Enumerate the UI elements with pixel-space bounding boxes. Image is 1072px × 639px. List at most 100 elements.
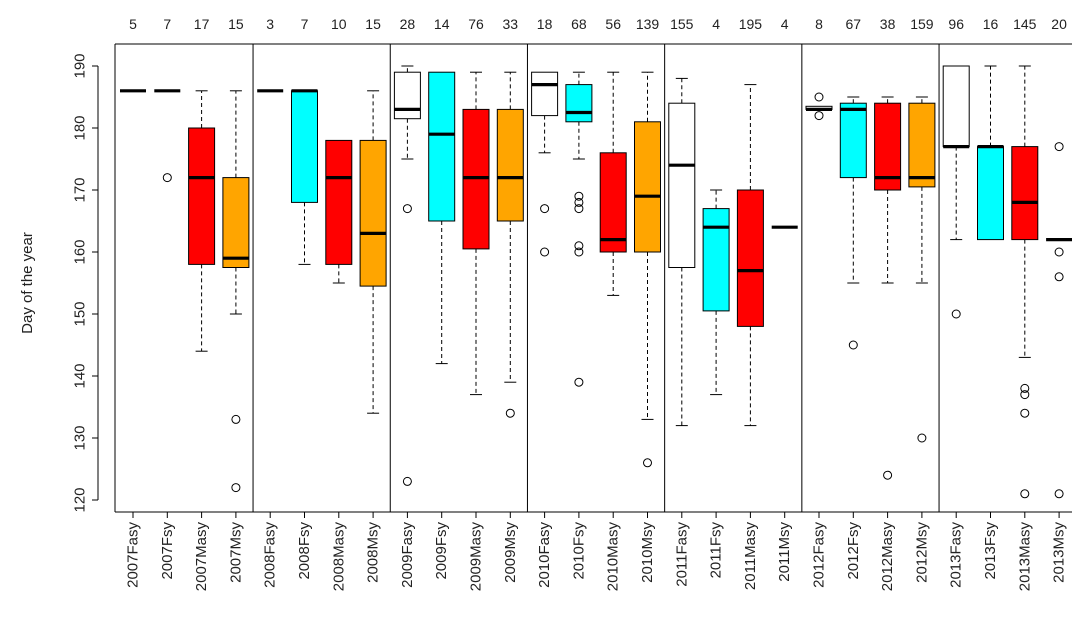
- outlier-point: [643, 458, 652, 468]
- box-iqr: [393, 71, 421, 120]
- y-tick-label: 120: [72, 487, 89, 512]
- count-label: 7: [163, 16, 171, 32]
- count-label: 20: [1051, 16, 1067, 32]
- box-2008Masy: [325, 139, 353, 284]
- box-iqr: [736, 189, 764, 327]
- box-2009Masy: [462, 71, 490, 396]
- outlier-point: [883, 470, 893, 480]
- box-2008Msy: [359, 90, 387, 414]
- category-label: 2011Fsy: [708, 522, 725, 579]
- category-label: 2013Fasy: [948, 522, 965, 588]
- y-tick-label: 140: [72, 363, 89, 388]
- count-label: 10: [331, 16, 347, 32]
- category-label: 2010Msy: [639, 522, 656, 583]
- category-label: 2007Masy: [193, 522, 210, 592]
- count-label: 18: [537, 16, 553, 32]
- count-label: 28: [400, 16, 416, 32]
- outlier-point: [848, 340, 858, 350]
- count-label: 96: [948, 16, 964, 32]
- y-tick-label: 130: [72, 425, 89, 450]
- box-2013Fasy: [942, 65, 970, 319]
- category-label: 2009Masy: [468, 522, 485, 592]
- count-label: 4: [712, 16, 720, 32]
- outlier-point: [814, 111, 824, 121]
- outlier-point: [574, 247, 584, 257]
- outlier-point: [1054, 489, 1064, 499]
- outlier-point: [814, 92, 824, 102]
- box-iqr: [977, 146, 1004, 241]
- box-2007Masy: [188, 90, 216, 352]
- category-label: 2012Masy: [879, 522, 896, 592]
- boxes: [120, 65, 1072, 499]
- y-tick-label: 160: [72, 239, 89, 264]
- box-iqr: [496, 108, 524, 222]
- box-2009Fsy: [428, 71, 456, 365]
- y-axis-title: Day of the year: [19, 232, 36, 334]
- count-labels: 5 7 17 15 3 7 10 15 28 14 76 33 18 68 56 139 155 4 195 4 8 67…: [129, 16, 1067, 32]
- category-label: 2010Fsy: [570, 522, 587, 580]
- category-label: 2013Msy: [1051, 522, 1068, 583]
- count-label: 17: [194, 16, 210, 32]
- box-2010Masy: [599, 71, 627, 296]
- category-label: 2009Fasy: [399, 522, 416, 588]
- box-2008Fsy: [291, 89, 318, 265]
- box-iqr: [908, 102, 936, 188]
- outlier-point: [540, 204, 550, 214]
- count-label: 33: [503, 16, 519, 32]
- count-label: 76: [468, 16, 484, 32]
- category-label: 2009Msy: [502, 522, 519, 583]
- year-dividers: [114, 43, 1072, 513]
- count-label: 14: [434, 16, 450, 32]
- box-2012Masy: [874, 96, 902, 480]
- count-label: 5: [129, 16, 137, 32]
- box-iqr: [531, 71, 559, 117]
- outlier-point: [574, 204, 584, 214]
- category-label: 2011Msy: [776, 522, 793, 582]
- count-label: 38: [880, 16, 896, 32]
- outlier-point: [402, 476, 412, 486]
- category-label: 2008Fasy: [262, 522, 279, 588]
- count-label: 8: [815, 16, 823, 32]
- outlier-point: [231, 414, 241, 424]
- count-label: 139: [636, 16, 660, 32]
- box-2012Fsy: [839, 96, 867, 350]
- y-axis: 120 130 140 150 160 170 180 190: [72, 53, 99, 513]
- category-label: 2009Fsy: [433, 522, 450, 580]
- count-label: 4: [781, 16, 789, 32]
- count-label: 7: [301, 16, 309, 32]
- count-label: 159: [910, 16, 934, 32]
- box-2013Msy: [1046, 142, 1072, 499]
- category-label: 2007Fasy: [125, 522, 142, 588]
- outlier-point: [505, 408, 515, 418]
- box-2013Masy: [1011, 65, 1039, 499]
- count-label: 68: [571, 16, 587, 32]
- count-label: 15: [365, 16, 381, 32]
- box-2012Fasy: [805, 92, 833, 121]
- count-label: 56: [605, 16, 621, 32]
- outlier-point: [231, 483, 241, 493]
- box-iqr: [1011, 146, 1039, 241]
- outlier-point: [1020, 489, 1030, 499]
- category-label: 2011Masy: [742, 522, 759, 591]
- box-2007Fsy: [154, 89, 181, 183]
- box-iqr: [188, 127, 216, 265]
- y-tick-label: 170: [72, 177, 89, 202]
- category-label: 2007Fsy: [159, 522, 176, 580]
- count-label: 67: [846, 16, 862, 32]
- count-label: 3: [266, 16, 274, 32]
- outlier-point: [1020, 390, 1030, 400]
- count-label: 15: [228, 16, 244, 32]
- box-iqr: [565, 84, 593, 123]
- box-iqr: [222, 177, 250, 269]
- box-iqr: [599, 152, 627, 253]
- category-label: 2012Msy: [913, 522, 930, 583]
- outlier-point: [1054, 272, 1064, 282]
- outlier-point: [1054, 247, 1064, 257]
- box-iqr: [325, 139, 353, 265]
- category-label: 2010Fasy: [536, 522, 553, 588]
- category-label: 2013Fsy: [982, 522, 999, 580]
- box-iqr: [702, 208, 730, 312]
- category-label: 2013Masy: [1016, 522, 1033, 592]
- outlier-point: [1054, 142, 1064, 152]
